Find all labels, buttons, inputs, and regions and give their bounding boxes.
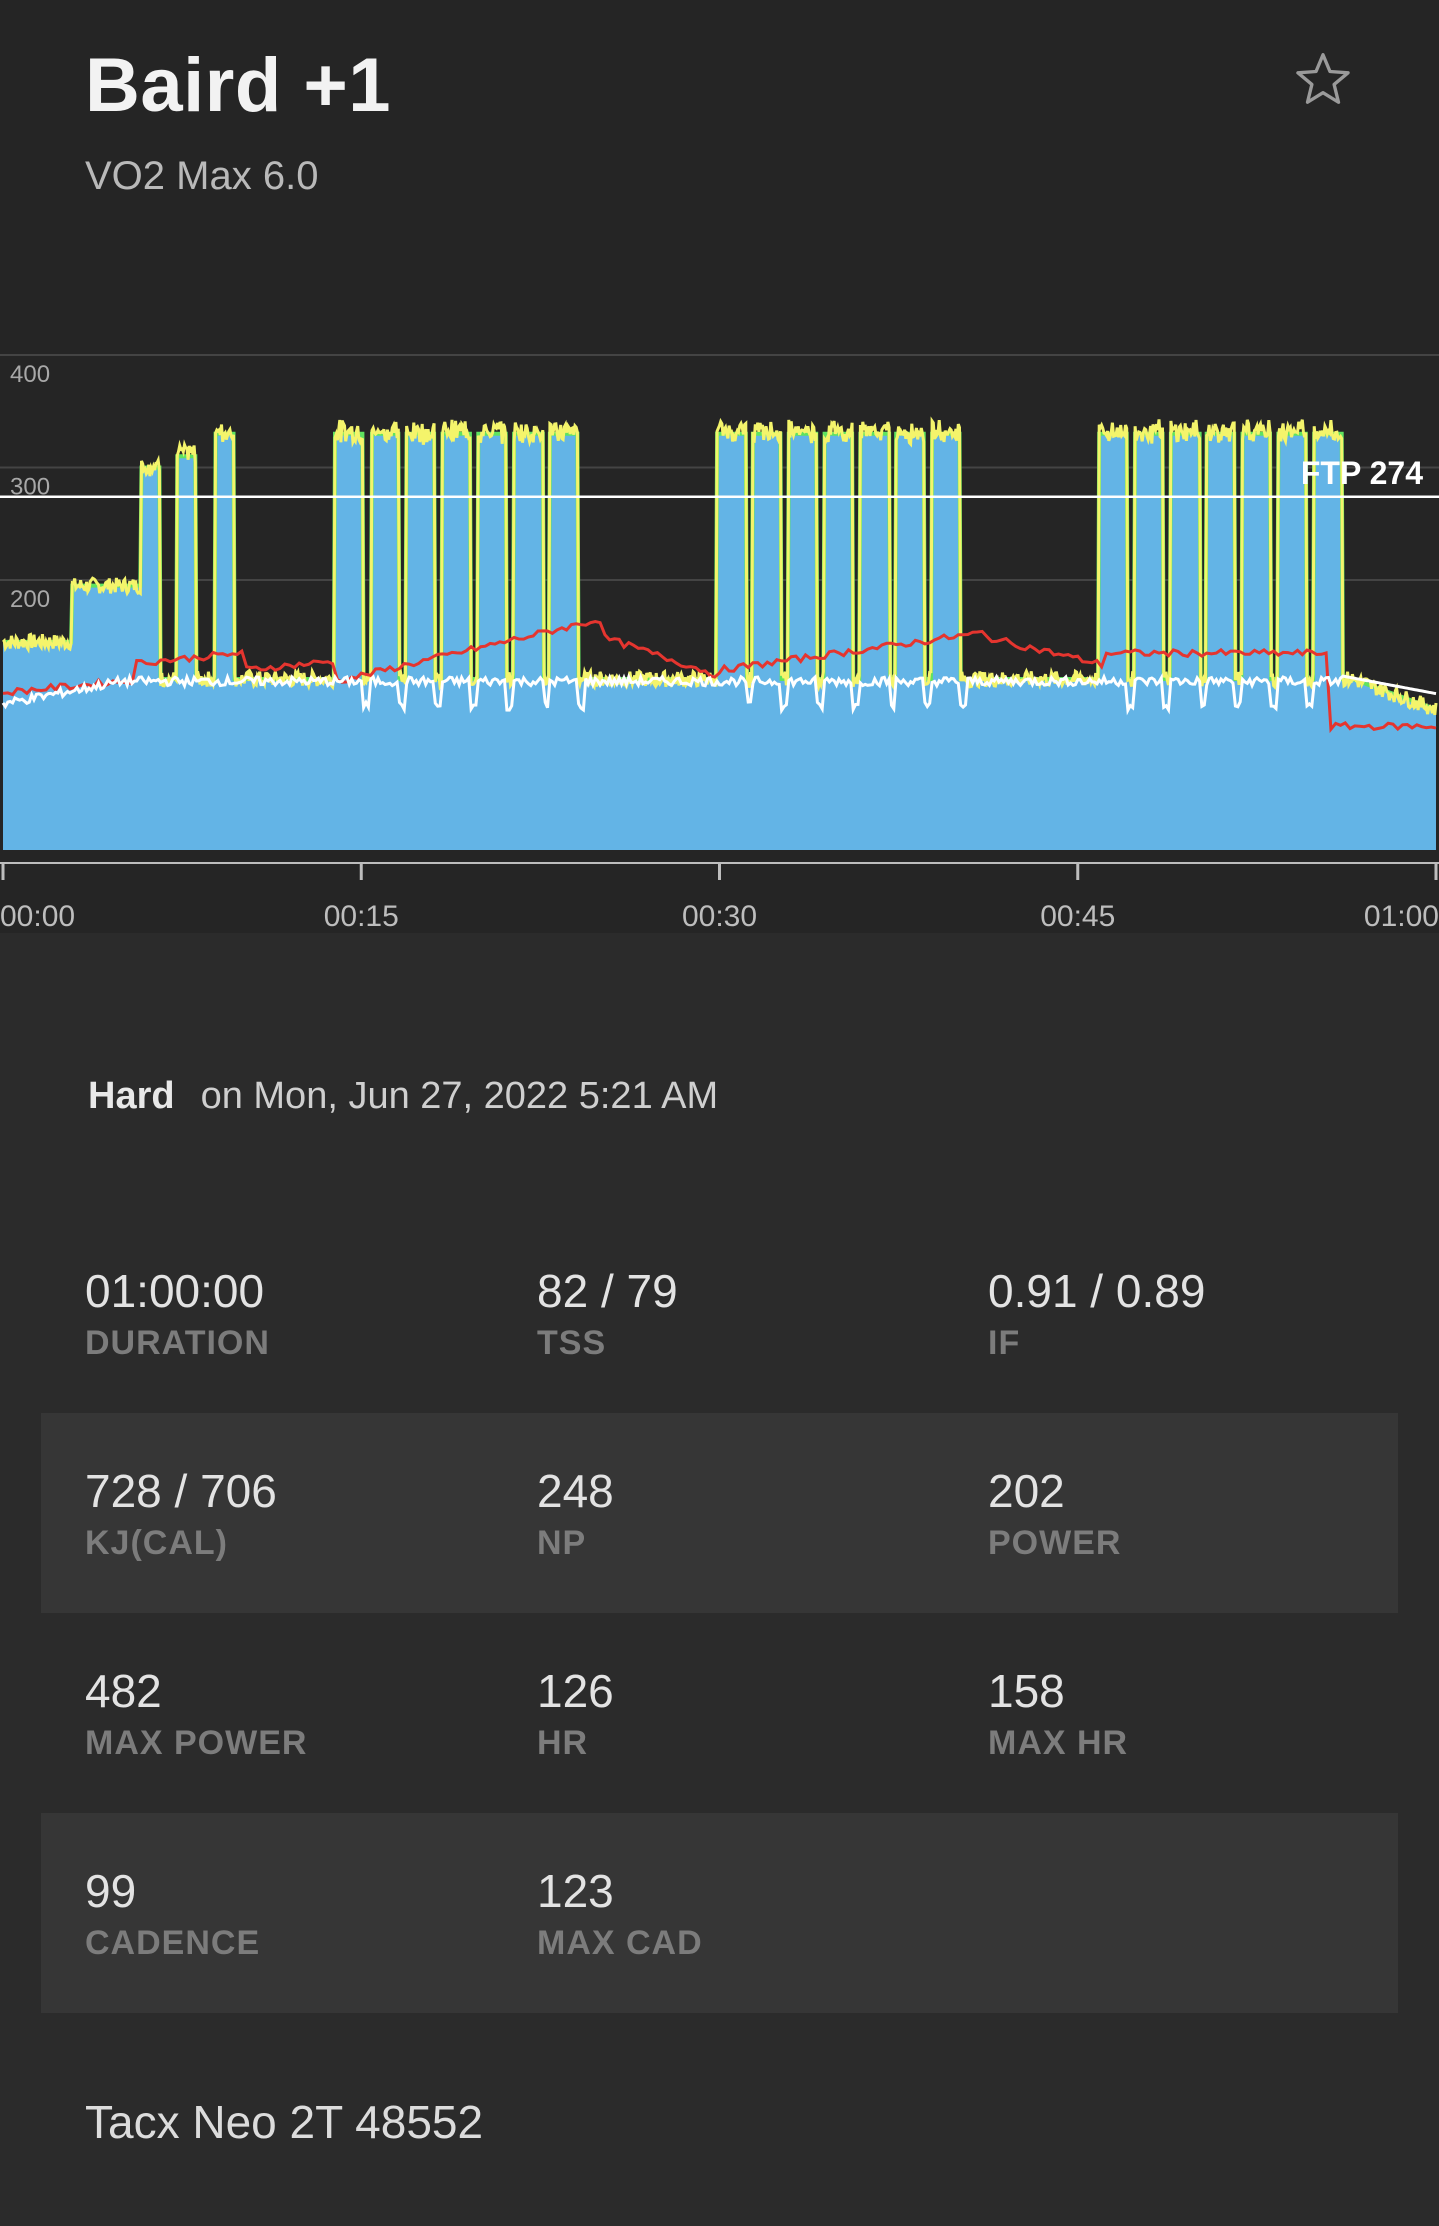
- stat-label: TSS: [537, 1324, 607, 1362]
- difficulty-label: Hard: [88, 1075, 175, 1117]
- stat-hr: 126 HR: [537, 1668, 614, 1760]
- stat-max-power: 482 MAX POWER: [85, 1668, 307, 1760]
- stats-grid: 01:00:00 DURATION 82 / 79 TSS 0.91 / 0.89 I…: [41, 1213, 1398, 2013]
- stat-value: 01:00:00: [85, 1265, 265, 1317]
- cadence-line: [1, 672, 1437, 716]
- stat-label: CADENCE: [85, 1924, 261, 1962]
- stat-label: NP: [537, 1524, 587, 1562]
- stat-value: 82 / 79: [537, 1265, 678, 1317]
- stat-power: 202 POWER: [988, 1468, 1121, 1560]
- stats-row: 01:00:00 DURATION 82 / 79 TSS 0.91 / 0.89 I…: [41, 1213, 1398, 1413]
- workout-header: Baird +1 VO2 Max 6.0: [0, 0, 1439, 285]
- y-tick-label: 200: [10, 586, 50, 613]
- stats-row: 99 CADENCE 123 MAX CAD: [41, 1813, 1398, 2013]
- spacer: [0, 933, 1439, 1083]
- x-axis: 00:00 00:15 00:30 00:45 01:00: [0, 862, 1439, 933]
- workout-chart[interactable]: 500400300200 FTP 274 00:00 00:15 00:30 00:4…: [0, 285, 1439, 933]
- y-tick-labels: 500400300200: [10, 361, 50, 613]
- x-tick-label: 01:00: [1364, 900, 1439, 933]
- star-outline-icon[interactable]: [1292, 48, 1354, 110]
- workout-subtitle: VO2 Max 6.0: [85, 154, 319, 198]
- stat-value: 158: [988, 1665, 1065, 1717]
- stats-row: 728 / 706 KJ(CAL) 248 NP 202 POWER: [41, 1413, 1398, 1613]
- stat-value: 728 / 706: [85, 1465, 277, 1517]
- stats-row: 482 MAX POWER 126 HR 158 MAX HR: [41, 1613, 1398, 1813]
- x-tick-label: 00:30: [682, 900, 757, 933]
- stat-value: 248: [537, 1465, 614, 1517]
- stat-label: KJ(CAL): [85, 1524, 228, 1562]
- stat-value: 202: [988, 1465, 1065, 1517]
- data-series: [1, 416, 1438, 734]
- stat-label: MAX CAD: [537, 1924, 703, 1962]
- stat-duration: 01:00:00 DURATION: [85, 1268, 270, 1360]
- stat-np: 248 NP: [537, 1468, 614, 1560]
- x-tick-label: 00:00: [0, 900, 75, 933]
- stat-if: 0.91 / 0.89 IF: [988, 1268, 1205, 1360]
- stat-label: MAX POWER: [85, 1724, 308, 1762]
- stat-max-hr: 158 MAX HR: [988, 1668, 1128, 1760]
- workout-summary: Hard on Mon, Jun 27, 2022 5:21 AM: [88, 1075, 718, 1118]
- stat-label: HR: [537, 1724, 589, 1762]
- stat-label: POWER: [988, 1524, 1122, 1562]
- stat-label: DURATION: [85, 1324, 270, 1362]
- stat-value: 99: [85, 1865, 137, 1917]
- workout-title: Baird +1: [85, 43, 392, 128]
- ftp-label: FTP 274: [1301, 455, 1423, 491]
- x-tick-label: 00:45: [1040, 900, 1115, 933]
- stat-value: 0.91 / 0.89: [988, 1265, 1206, 1317]
- heart-rate-line: [2, 619, 1437, 734]
- ftp-marker: FTP 274: [0, 455, 1439, 498]
- workout-date: on Mon, Jun 27, 2022 5:21 AM: [200, 1075, 719, 1117]
- stat-value: 123: [537, 1865, 614, 1917]
- device-name: Tacx Neo 2T 48552: [85, 2096, 484, 2148]
- y-tick-label: 400: [10, 361, 50, 388]
- actual-power-line: [1, 416, 1438, 716]
- x-tick-label: 00:15: [324, 900, 399, 933]
- stat-label: IF: [988, 1324, 1021, 1362]
- stat-max-cad: 123 MAX CAD: [537, 1868, 703, 1960]
- stat-value: 482: [85, 1665, 162, 1717]
- stat-tss: 82 / 79 TSS: [537, 1268, 678, 1360]
- stat-kj: 728 / 706 KJ(CAL): [85, 1468, 277, 1560]
- stat-label: MAX HR: [988, 1724, 1129, 1762]
- stat-cadence: 99 CADENCE: [85, 1868, 260, 1960]
- stat-value: 126: [537, 1665, 614, 1717]
